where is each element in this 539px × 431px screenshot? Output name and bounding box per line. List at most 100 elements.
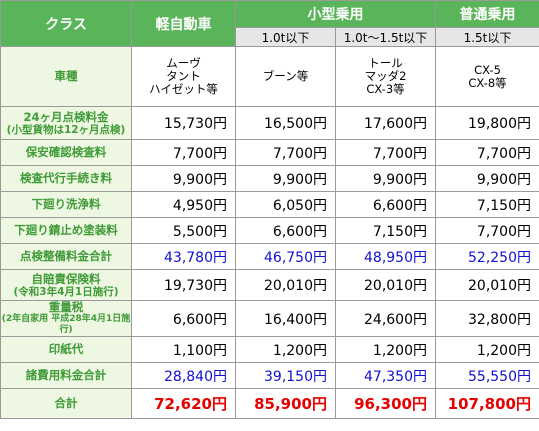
fee-label-line: 下廻り洗浄料 <box>31 197 101 211</box>
car-small-b-line: トール <box>368 56 403 70</box>
fee-row: 検査代行手続き料 9,900円 9,900円 9,900円 9,900円 <box>0 165 539 192</box>
fee-row: 保安確認検査料 7,700円 7,700円 7,700円 7,700円 <box>0 139 539 166</box>
fee-label: 下廻り錆止め塗装料 <box>0 217 132 244</box>
fee-value: 1,200円 <box>335 336 436 363</box>
fee-label: 合計 <box>0 388 132 419</box>
fee-value: 48,950円 <box>335 243 436 270</box>
class-header: クラス <box>0 0 132 47</box>
fee-label: 保安確認検査料 <box>0 139 132 166</box>
fee-value: 9,900円 <box>235 165 336 192</box>
fee-value: 7,700円 <box>131 139 236 166</box>
fee-row: 重量税 (2年自家用 平成28年4月1日施行) 6,600円 16,400円 24,60… <box>0 300 539 337</box>
fee-row: 24ヶ月点検料金 (小型貨物は12ヶ月点検) 15,730円 16,500円 17,60… <box>0 106 539 140</box>
car-small-a: ブーン等 <box>235 46 336 107</box>
car-normal-a-line: CX-5 <box>474 62 501 77</box>
fee-row: 諸費用料金合計 28,840円 39,150円 47,350円 55,550円 <box>0 362 539 389</box>
fee-label-line: 重量税 <box>48 300 84 314</box>
fee-value: 85,900円 <box>235 388 336 419</box>
car-small-b-line: CX-3等 <box>366 82 405 96</box>
car-kei: ムーヴ タント ハイゼット等 <box>131 46 236 107</box>
fee-value: 9,900円 <box>131 165 236 192</box>
fee-label: 諸費用料金合計 <box>0 362 132 389</box>
car-normal-a-line: CX-8等 <box>468 75 507 90</box>
fee-label-line: 下廻り錆止め塗装料 <box>14 223 118 237</box>
fee-label-line: 自賠責保険料 <box>31 271 101 286</box>
fee-value: 7,150円 <box>435 191 539 218</box>
fee-value: 15,730円 <box>131 106 236 140</box>
fee-row: 合計 72,620円 85,900円 96,300円 107,800円 <box>0 388 539 419</box>
car-small-b: トール マッダ2 CX-3等 <box>335 46 436 107</box>
fee-value: 55,550円 <box>435 362 539 389</box>
fee-value: 4,950円 <box>131 191 236 218</box>
fee-value: 39,150円 <box>235 362 336 389</box>
fee-value: 52,250円 <box>435 243 539 270</box>
price-table: クラス 軽自動車 小型乗用 普通乗用 1.0t以下 1.0t〜1.5t以下 1.… <box>0 0 539 419</box>
fee-value: 6,600円 <box>235 217 336 244</box>
fee-value: 7,700円 <box>435 139 539 166</box>
fee-value: 20,010円 <box>235 269 336 301</box>
small-header: 小型乗用 <box>235 0 436 28</box>
fee-value: 46,750円 <box>235 243 336 270</box>
fee-row: 点検整備料金合計 43,780円 46,750円 48,950円 52,250円 <box>0 243 539 270</box>
fee-label-line: 諸費用料金合計 <box>25 368 107 382</box>
fee-value: 107,800円 <box>435 388 539 419</box>
fee-value: 7,150円 <box>335 217 436 244</box>
car-row-label: 車種 <box>0 46 132 107</box>
fee-label: 印紙代 <box>0 336 132 363</box>
fee-value: 6,600円 <box>131 300 236 337</box>
fee-label: 検査代行手続き料 <box>0 165 132 192</box>
fee-rows: 24ヶ月点検料金 (小型貨物は12ヶ月点検) 15,730円 16,500円 17,60… <box>0 106 539 419</box>
fee-label: 点検整備料金合計 <box>0 243 132 270</box>
fee-label-line: (小型貨物は12ヶ月点検) <box>6 123 126 136</box>
car-kei-line: タント <box>166 69 201 83</box>
fee-value: 20,010円 <box>335 269 436 301</box>
fee-label-line: 保安確認検査料 <box>25 145 107 159</box>
fee-label: 下廻り洗浄料 <box>0 191 132 218</box>
fee-value: 24,600円 <box>335 300 436 337</box>
fee-label-line: 点検整備料金合計 <box>20 249 112 263</box>
fee-value: 47,350円 <box>335 362 436 389</box>
fee-value: 96,300円 <box>335 388 436 419</box>
fee-value: 6,050円 <box>235 191 336 218</box>
small-a-subheader: 1.0t以下 <box>235 27 336 47</box>
fee-label-line: (2年自家用 平成28年4月1日施行) <box>1 314 131 335</box>
fee-value: 9,900円 <box>335 165 436 192</box>
fee-label: 重量税 (2年自家用 平成28年4月1日施行) <box>0 300 132 337</box>
fee-label: 24ヶ月点検料金 (小型貨物は12ヶ月点検) <box>0 106 132 140</box>
normal-header: 普通乗用 <box>435 0 539 28</box>
fee-label-line: 24ヶ月点検料金 <box>23 109 109 124</box>
fee-value: 9,900円 <box>435 165 539 192</box>
car-small-a-line: ブーン等 <box>262 69 309 83</box>
fee-value: 16,500円 <box>235 106 336 140</box>
normal-a-subheader: 1.5t以下 <box>435 27 539 47</box>
fee-value: 1,100円 <box>131 336 236 363</box>
car-kei-line: ハイゼット等 <box>149 82 218 96</box>
small-b-subheader: 1.0t〜1.5t以下 <box>335 27 436 47</box>
car-small-b-line: マッダ2 <box>364 69 407 83</box>
fee-value: 32,800円 <box>435 300 539 337</box>
fee-row: 下廻り錆止め塗装料 5,500円 6,600円 7,150円 7,700円 <box>0 217 539 244</box>
fee-label-line: 合計 <box>54 396 78 410</box>
fee-value: 20,010円 <box>435 269 539 301</box>
fee-row: 下廻り洗浄料 4,950円 6,050円 6,600円 7,150円 <box>0 191 539 218</box>
fee-row: 自賠責保険料 (令和3年4月1日施行) 19,730円 20,010円 20,010円 2… <box>0 269 539 301</box>
fee-value: 17,600円 <box>335 106 436 140</box>
fee-label-line: (令和3年4月1日施行) <box>13 285 119 298</box>
fee-value: 1,200円 <box>435 336 539 363</box>
fee-row: 印紙代 1,100円 1,200円 1,200円 1,200円 <box>0 336 539 363</box>
fee-value: 28,840円 <box>131 362 236 389</box>
kei-header: 軽自動車 <box>131 0 236 47</box>
fee-value: 7,700円 <box>235 139 336 166</box>
car-normal-a: CX-5 CX-8等 <box>435 46 539 107</box>
fee-value: 16,400円 <box>235 300 336 337</box>
fee-value: 19,800円 <box>435 106 539 140</box>
car-kei-line: ムーヴ <box>166 56 201 70</box>
fee-value: 1,200円 <box>235 336 336 363</box>
fee-label-line: 印紙代 <box>48 342 84 356</box>
fee-value: 72,620円 <box>131 388 236 419</box>
fee-value: 6,600円 <box>335 191 436 218</box>
fee-label-line: 検査代行手続き料 <box>20 171 112 185</box>
fee-value: 7,700円 <box>435 217 539 244</box>
fee-value: 43,780円 <box>131 243 236 270</box>
fee-value: 7,700円 <box>335 139 436 166</box>
